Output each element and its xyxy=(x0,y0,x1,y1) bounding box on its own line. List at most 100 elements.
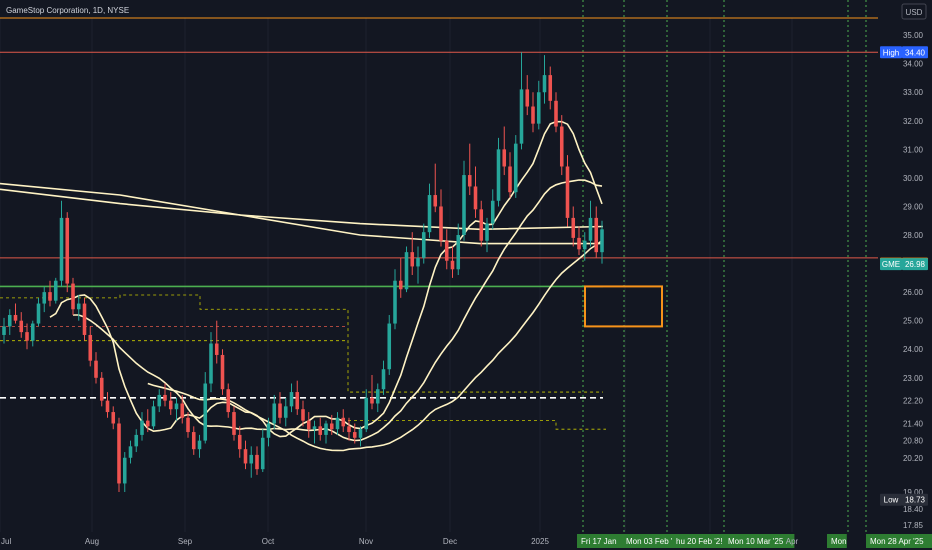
candle[interactable] xyxy=(278,392,282,424)
candle[interactable] xyxy=(554,92,558,133)
time-label[interactable]: Oct xyxy=(262,537,275,546)
candle[interactable] xyxy=(99,372,104,407)
candle[interactable] xyxy=(502,126,507,176)
candle[interactable] xyxy=(25,323,29,350)
time-label[interactable]: Fri 17 Jan xyxy=(577,534,629,548)
candle[interactable] xyxy=(427,183,432,238)
candle-body[interactable] xyxy=(577,237,581,250)
candle-body[interactable] xyxy=(347,426,351,433)
candle[interactable] xyxy=(496,137,501,207)
candle[interactable] xyxy=(439,189,443,247)
candle[interactable] xyxy=(94,352,98,384)
candle[interactable] xyxy=(433,163,438,213)
candle[interactable] xyxy=(226,383,231,418)
candle[interactable] xyxy=(387,314,392,375)
candle[interactable] xyxy=(410,232,415,275)
candle[interactable] xyxy=(404,246,409,293)
candle[interactable] xyxy=(450,246,455,278)
candle[interactable] xyxy=(364,389,369,433)
candle[interactable] xyxy=(577,226,581,256)
candle-body[interactable] xyxy=(479,209,484,241)
candle[interactable] xyxy=(232,406,236,441)
candle[interactable] xyxy=(479,200,484,247)
candle-body[interactable] xyxy=(59,217,64,281)
candle-body[interactable] xyxy=(450,260,455,270)
candle-body[interactable] xyxy=(13,314,18,321)
candle[interactable] xyxy=(122,452,127,493)
candle-body[interactable] xyxy=(255,454,259,470)
candle-body[interactable] xyxy=(203,383,208,441)
candle[interactable] xyxy=(358,426,363,447)
candle-body[interactable] xyxy=(53,280,58,301)
candle-body[interactable] xyxy=(94,360,98,378)
candle-body[interactable] xyxy=(594,217,599,253)
candle-body[interactable] xyxy=(393,280,397,324)
candle-body[interactable] xyxy=(600,229,604,253)
time-label[interactable]: Dec xyxy=(443,537,457,546)
candle[interactable] xyxy=(600,220,604,264)
candle-body[interactable] xyxy=(502,149,507,167)
candle[interactable] xyxy=(421,223,426,264)
candle-body[interactable] xyxy=(496,149,501,201)
candle[interactable] xyxy=(105,392,110,418)
candle-body[interactable] xyxy=(508,166,512,193)
candle-body[interactable] xyxy=(513,143,518,193)
price-badge-low[interactable]: Low 18.73 xyxy=(880,493,928,506)
candle[interactable] xyxy=(283,397,288,427)
candle-body[interactable] xyxy=(111,412,116,424)
candle-body[interactable] xyxy=(168,400,173,410)
time-label[interactable]: Jul xyxy=(1,537,11,546)
candle[interactable] xyxy=(243,440,248,470)
candle-body[interactable] xyxy=(174,403,179,410)
time-label[interactable]: Apr xyxy=(786,537,799,546)
candles-layer[interactable] xyxy=(2,52,604,493)
candle[interactable] xyxy=(456,223,461,275)
candle[interactable] xyxy=(312,420,317,444)
candle[interactable] xyxy=(134,429,139,453)
candle-body[interactable] xyxy=(324,423,328,435)
candle[interactable] xyxy=(53,277,58,304)
candle-body[interactable] xyxy=(312,426,317,430)
candle[interactable] xyxy=(341,409,346,433)
candle-body[interactable] xyxy=(88,334,93,361)
candle-body[interactable] xyxy=(266,423,271,438)
candle[interactable] xyxy=(375,383,380,413)
candle-body[interactable] xyxy=(180,403,185,418)
candle-body[interactable] xyxy=(473,186,478,210)
candle-body[interactable] xyxy=(370,397,374,404)
candle-body[interactable] xyxy=(191,432,196,450)
candle-body[interactable] xyxy=(232,412,236,435)
candle-body[interactable] xyxy=(76,303,81,310)
candle[interactable] xyxy=(191,426,196,455)
candle[interactable] xyxy=(71,277,75,315)
candle-body[interactable] xyxy=(48,292,52,301)
candle-body[interactable] xyxy=(433,195,438,207)
candle[interactable] xyxy=(266,417,271,447)
candle[interactable] xyxy=(209,332,213,393)
candle-body[interactable] xyxy=(542,75,547,93)
candle-body[interactable] xyxy=(588,217,593,241)
candle-body[interactable] xyxy=(335,417,340,430)
candle-body[interactable] xyxy=(82,303,87,335)
candle-body[interactable] xyxy=(278,403,282,418)
candle-body[interactable] xyxy=(404,252,409,290)
time-axis[interactable]: Jul Aug Sep Oct Nov Dec 2025 Fri 17 Jan Mon 03 F… xyxy=(0,532,932,550)
candle-body[interactable] xyxy=(456,235,461,270)
candle[interactable] xyxy=(111,406,116,430)
candle[interactable] xyxy=(582,232,587,261)
candle[interactable] xyxy=(59,200,64,287)
candle-body[interactable] xyxy=(7,314,12,327)
candle[interactable] xyxy=(571,206,576,247)
candle[interactable] xyxy=(174,397,179,421)
candle-body[interactable] xyxy=(519,89,524,144)
candle-body[interactable] xyxy=(531,106,535,124)
candle[interactable] xyxy=(2,317,6,344)
candle[interactable] xyxy=(548,66,553,110)
candle[interactable] xyxy=(519,52,524,150)
candle-body[interactable] xyxy=(410,252,415,267)
candle-body[interactable] xyxy=(249,454,254,464)
currency-button[interactable]: USD xyxy=(901,3,927,20)
candle[interactable] xyxy=(203,372,208,444)
candle-body[interactable] xyxy=(571,217,576,238)
